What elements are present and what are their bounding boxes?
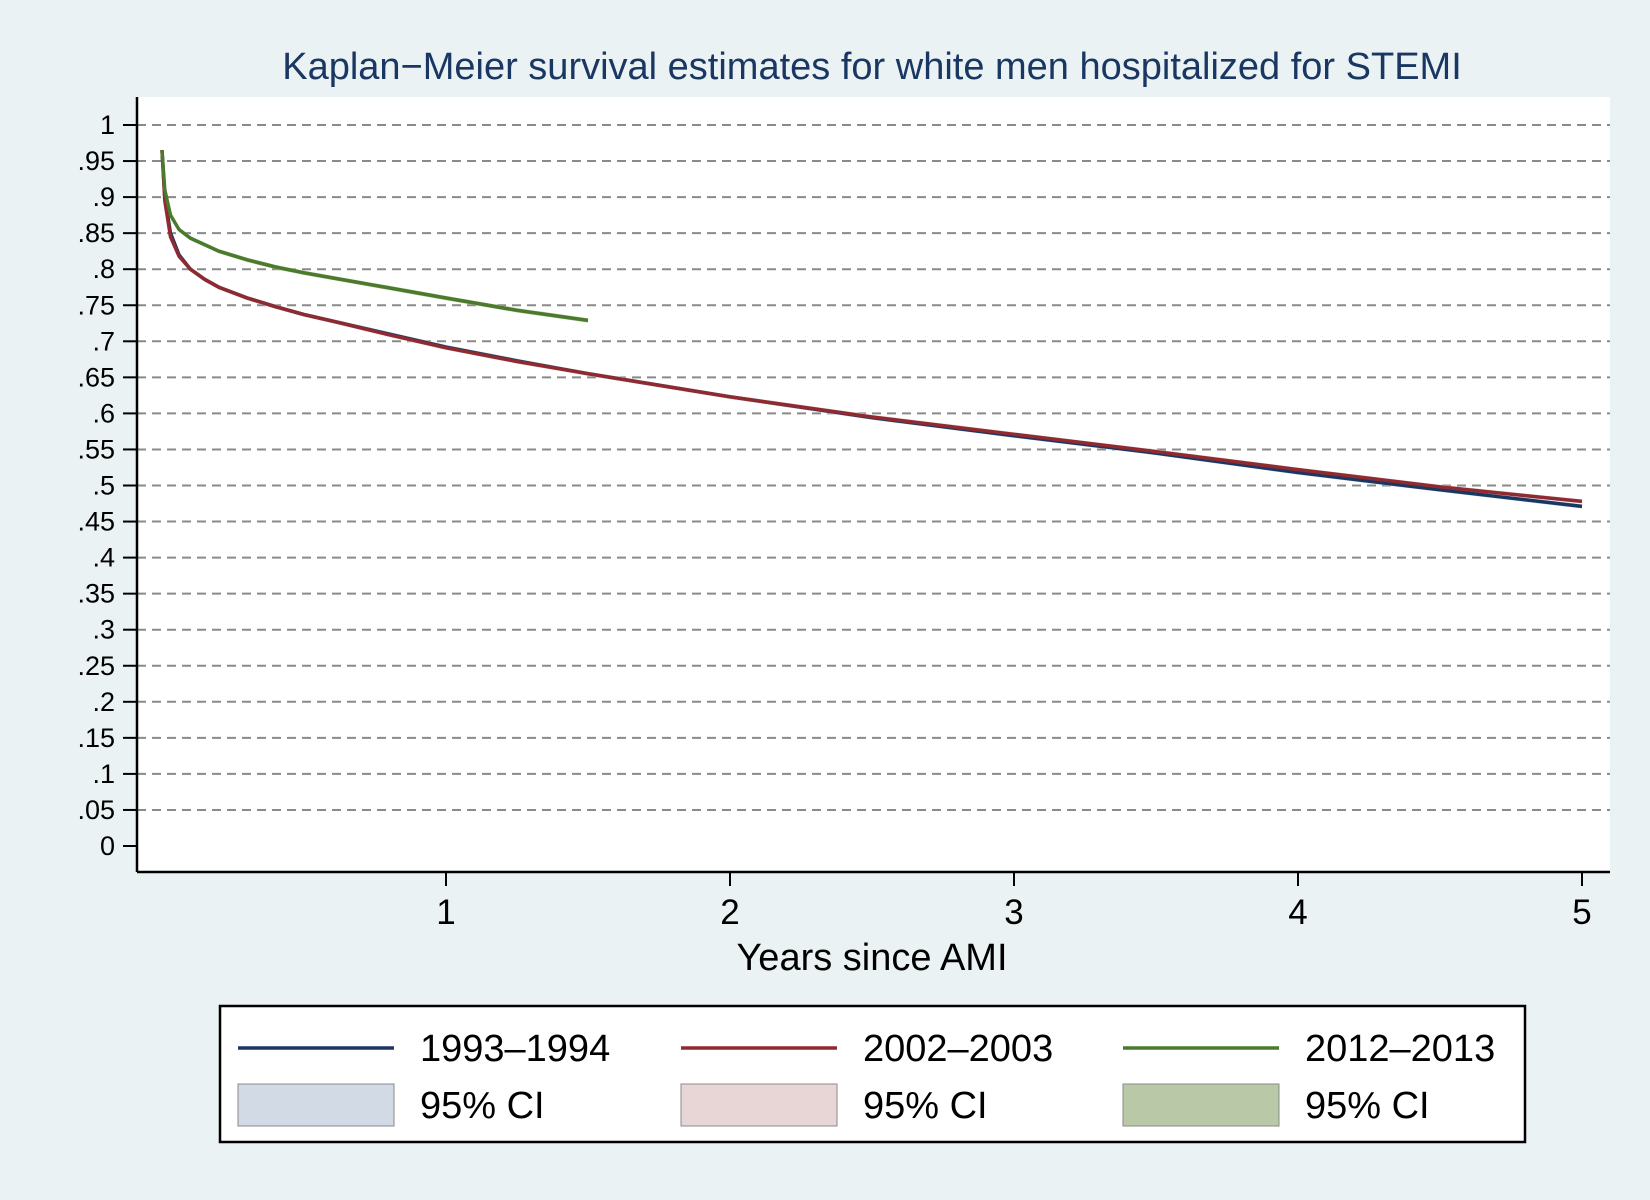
legend-ci-swatch-1 bbox=[237, 1083, 395, 1127]
y-tick-label: .2 bbox=[92, 687, 115, 717]
y-tick-label: .3 bbox=[92, 615, 115, 645]
y-tick-label: .95 bbox=[77, 146, 115, 176]
legend-label-2: 2002–2003 bbox=[863, 1028, 1053, 1070]
y-tick-label: .8 bbox=[92, 254, 115, 284]
y-tick-label: 1 bbox=[100, 110, 115, 140]
y-tick-label: .5 bbox=[92, 471, 115, 501]
legend-box bbox=[218, 1004, 1527, 1144]
series-lines bbox=[160, 148, 1583, 509]
y-tick-label: .25 bbox=[77, 651, 115, 681]
y-axis: 0 .05 .1 .15 .2 .25 .3 .35 .4 .45 .5 .55 .6 .65 .7 .75.… bbox=[77, 110, 137, 861]
legend-ci-label-3: 95% CI bbox=[1305, 1085, 1430, 1127]
y-tick-label: .45 bbox=[77, 507, 115, 537]
y-tick-label: .05 bbox=[77, 795, 115, 825]
x-tick-label: 5 bbox=[1572, 893, 1591, 932]
x-tick-label: 4 bbox=[1288, 893, 1307, 932]
y-tick-label: .75 bbox=[77, 290, 115, 320]
legend-ci-swatch-3 bbox=[1122, 1083, 1280, 1127]
y-tick-label: .35 bbox=[77, 579, 115, 609]
series-line-3 bbox=[160, 150, 589, 323]
y-tick-label: .55 bbox=[77, 434, 115, 464]
x-axis-label: Years since AMI bbox=[736, 937, 1007, 979]
x-tick-label: 2 bbox=[720, 893, 739, 932]
legend-label-3: 2012–2013 bbox=[1305, 1028, 1495, 1070]
y-tick-label: .9 bbox=[92, 182, 115, 212]
y-tick-label: .4 bbox=[92, 543, 115, 573]
chart-title: Kaplan−Meier survival estimates for whit… bbox=[282, 46, 1462, 88]
y-tick-label: .65 bbox=[77, 362, 115, 392]
series-line-2 bbox=[160, 150, 1583, 504]
y-tick-label: .1 bbox=[92, 759, 115, 789]
y-tick-label: .15 bbox=[77, 723, 115, 753]
legend-ci-label-2: 95% CI bbox=[863, 1085, 988, 1127]
gridlines bbox=[137, 124, 1610, 811]
x-tick-label: 1 bbox=[436, 893, 455, 932]
legend: 1993–1994 95% CI 2002–2003 95% CI 2012–2013 9… bbox=[218, 1004, 1527, 1144]
x-tick-label: 3 bbox=[1004, 893, 1023, 932]
x-axis: 1 2 3 4 5 bbox=[436, 872, 1592, 932]
legend-ci-swatch-2 bbox=[680, 1083, 838, 1127]
legend-ci-label-1: 95% CI bbox=[420, 1085, 545, 1127]
legend-label-1: 1993–1994 bbox=[420, 1028, 610, 1070]
y-tick-label: .85 bbox=[77, 218, 115, 248]
y-tick-label: 0 bbox=[100, 831, 115, 861]
y-tick-label: .7 bbox=[92, 326, 115, 356]
y-tick-label: .6 bbox=[92, 398, 115, 428]
